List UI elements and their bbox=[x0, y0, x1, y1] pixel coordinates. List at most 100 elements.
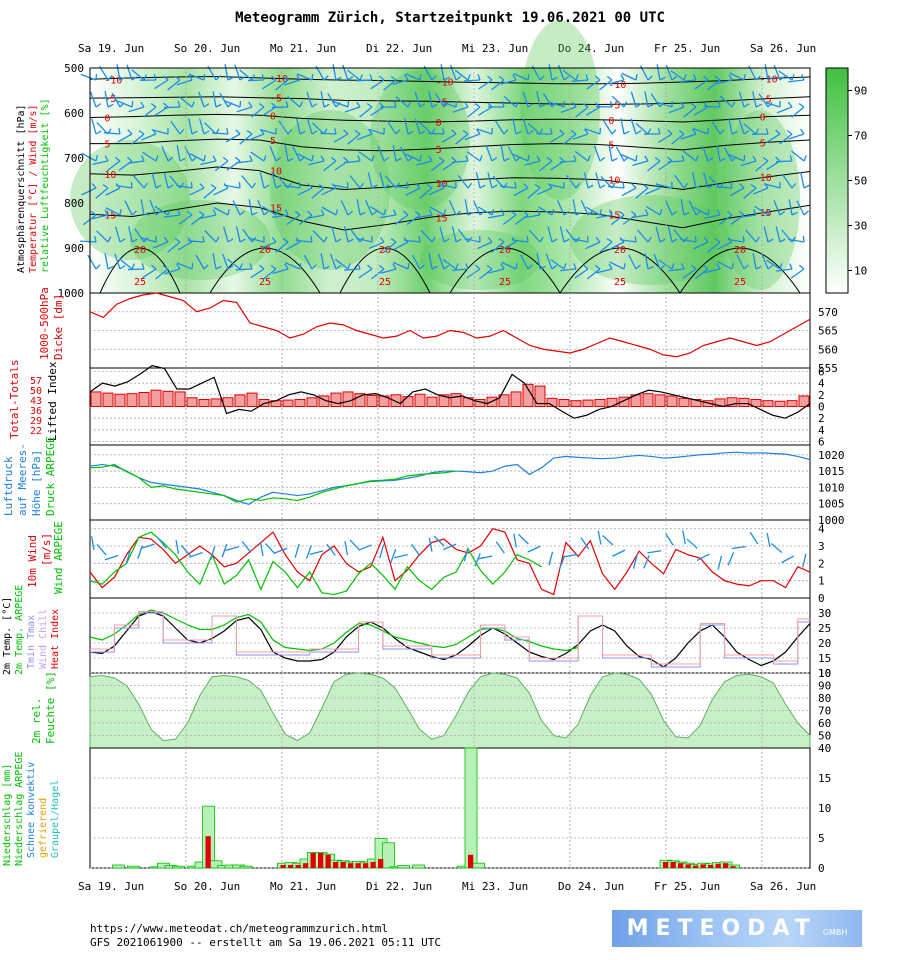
wind10m-arrow bbox=[305, 545, 312, 559]
wind-barb bbox=[718, 214, 733, 226]
wind-barb bbox=[646, 205, 661, 216]
wind-barb-flag bbox=[167, 156, 174, 162]
wind-barb-flag bbox=[239, 210, 245, 216]
wind-barb bbox=[706, 79, 721, 91]
wind-barb bbox=[464, 199, 469, 216]
wind-barb-flag bbox=[419, 130, 426, 135]
wind-barb bbox=[334, 258, 349, 270]
wind-barb-flag bbox=[671, 75, 678, 81]
wind-barb bbox=[170, 120, 181, 135]
wind-barb bbox=[167, 79, 181, 91]
total-totals-bar bbox=[426, 396, 438, 407]
wind-barb-flag bbox=[534, 184, 541, 189]
wind10m-arrow bbox=[326, 543, 336, 556]
isotherm-dome bbox=[339, 247, 431, 294]
isotherm-label: 25 bbox=[379, 277, 391, 288]
wind-barb-flag bbox=[695, 210, 701, 216]
wind-barb-flag bbox=[104, 155, 109, 162]
wind-barb bbox=[347, 133, 361, 145]
wind10m-arrow bbox=[665, 533, 674, 546]
wind-barb-flag bbox=[692, 128, 697, 135]
stability-ytick-label: 0 bbox=[818, 401, 825, 414]
wind-barb-flag bbox=[227, 76, 234, 81]
wind-barb-flag bbox=[298, 181, 301, 189]
wind-barb-flag bbox=[428, 209, 433, 216]
isotherm-label: 0 bbox=[760, 113, 766, 124]
wind-barb-flag bbox=[707, 184, 714, 189]
wind-barb bbox=[716, 79, 733, 85]
wind-barb bbox=[439, 226, 445, 243]
wind-barb bbox=[773, 199, 781, 216]
wind-barb bbox=[609, 261, 625, 270]
wind10m-arrow bbox=[189, 551, 203, 558]
cross-section-ylabel: relative Luftfeuchtigkeit [%] bbox=[40, 98, 51, 273]
wind-barb bbox=[539, 160, 553, 172]
wind-barb-flag bbox=[803, 155, 807, 162]
wind-barb bbox=[370, 106, 385, 117]
wind-barb-flag bbox=[801, 74, 805, 81]
precip-ylabel: gefrierend bbox=[38, 798, 49, 858]
wind-barb-flag bbox=[418, 235, 421, 243]
wind-barb-flag bbox=[582, 264, 589, 270]
wind-barb bbox=[703, 172, 709, 189]
wind-barb bbox=[303, 254, 313, 270]
wind-barb-flag bbox=[683, 211, 690, 216]
logo-text: METEODAT bbox=[626, 916, 817, 941]
wind-barb bbox=[393, 261, 409, 270]
wind-barb bbox=[479, 268, 493, 280]
wind-barb-flag bbox=[742, 235, 745, 243]
wind-barb bbox=[635, 123, 649, 135]
wind-barb bbox=[260, 241, 277, 249]
pressure-ylabel: auf Meeres- bbox=[16, 443, 29, 516]
wind-barb bbox=[236, 106, 253, 113]
wind-barb-flag bbox=[549, 128, 553, 135]
wind-barb-flag bbox=[477, 74, 481, 81]
wind-barb bbox=[163, 106, 181, 109]
wind-barb-flag bbox=[714, 75, 721, 81]
wind-barb bbox=[81, 187, 97, 196]
wind-barb bbox=[451, 226, 457, 243]
wind-barb bbox=[428, 91, 433, 108]
wind-barb bbox=[250, 268, 265, 279]
isotherm-dome bbox=[209, 247, 321, 294]
wind-barb-flag bbox=[599, 156, 606, 162]
wind-barb bbox=[437, 253, 445, 270]
wind-barb bbox=[327, 92, 337, 108]
wind-barb-flag bbox=[143, 74, 148, 81]
wind10m-arrow bbox=[442, 543, 457, 551]
footer-url[interactable]: https://www.meteodat.ch/meteogrammzurich… bbox=[90, 922, 389, 935]
wind-barb-flag bbox=[227, 209, 230, 216]
wind-barb bbox=[263, 268, 277, 280]
total-totals-bar bbox=[90, 391, 102, 407]
wind-barb bbox=[545, 253, 553, 270]
wind10m-arrow bbox=[749, 531, 759, 545]
wind-ylabel: 10m Wind bbox=[26, 535, 39, 588]
temp-ylabel: Heat Index bbox=[50, 609, 61, 669]
wind-barb bbox=[356, 199, 361, 216]
wind-barb bbox=[491, 241, 505, 253]
wind-barb-flag bbox=[536, 155, 541, 162]
wind-barb-flag bbox=[199, 183, 205, 189]
wind-barb-flag bbox=[559, 156, 565, 162]
wind-barb-flag bbox=[431, 75, 437, 81]
isotherm-label: 5 bbox=[608, 141, 614, 152]
wind-barb-flag bbox=[503, 129, 509, 135]
wind-barb bbox=[219, 92, 229, 108]
total-totals-bar bbox=[522, 383, 534, 408]
wind-barb-flag bbox=[690, 103, 697, 108]
wind-barb bbox=[306, 91, 313, 108]
wind-barb-flag bbox=[575, 211, 582, 216]
wind-barb-flag bbox=[371, 210, 378, 216]
wind-barb bbox=[404, 239, 421, 243]
wind-barb bbox=[788, 199, 793, 216]
wind10m-arrow bbox=[259, 542, 264, 557]
wind10m-arrow bbox=[731, 546, 746, 550]
wind-barb-flag bbox=[551, 209, 555, 216]
precip-convective-bar bbox=[708, 865, 714, 868]
precipitation-ytick-label: 15 bbox=[818, 772, 831, 785]
wind-barb bbox=[383, 79, 397, 91]
wind-barb bbox=[632, 214, 649, 219]
wind-barb bbox=[527, 187, 541, 199]
wind-barb bbox=[452, 160, 469, 164]
wind-barb bbox=[703, 105, 721, 108]
